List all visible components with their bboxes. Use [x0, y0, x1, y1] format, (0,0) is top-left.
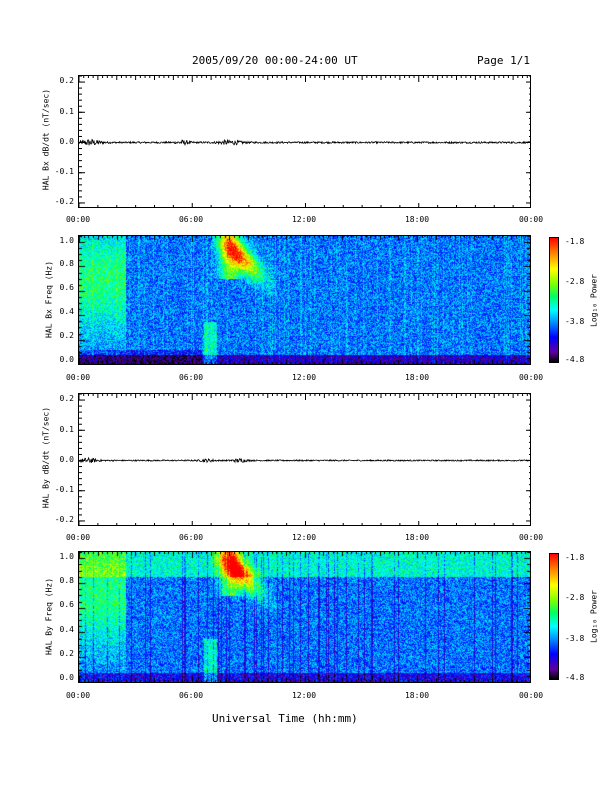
bx-freq-xtick: 00:00 — [518, 373, 544, 382]
by-freq-ytick: 0.0 — [59, 673, 74, 682]
bx-colorbar-tick: -3.8 — [565, 317, 585, 326]
bx-spectrogram — [78, 235, 531, 365]
by-freq-xtick: 00:00 — [65, 691, 91, 700]
bx-dbdt-svg — [79, 76, 530, 207]
x-axis-label: Universal Time (hh:mm) — [212, 712, 358, 725]
bx-ytick: -0.2 — [54, 197, 74, 206]
by-freq-ytick: 0.8 — [59, 576, 74, 585]
by-ytick: -0.1 — [54, 485, 74, 494]
bx-freq-ytick: 0.6 — [59, 283, 74, 292]
by-freq-ytick: 0.6 — [59, 600, 74, 609]
bx-spectrogram-canvas — [79, 236, 530, 364]
by-xtick: 18:00 — [404, 533, 430, 542]
bx-colorbar-tick: -1.8 — [565, 237, 585, 246]
bx-ytick: 0.2 — [59, 76, 74, 85]
by-freq-xtick: 06:00 — [178, 691, 204, 700]
bx-xtick: 12:00 — [291, 215, 317, 224]
bx-xtick: 00:00 — [518, 215, 544, 224]
bx-freq-ytick: 0.4 — [59, 307, 74, 316]
bx-colorbar-title: Log₁₀ Power — [589, 274, 599, 327]
by-colorbar — [549, 553, 559, 680]
bx-freq-ytick: 0.8 — [59, 259, 74, 268]
by-colorbar-tick: -2.8 — [565, 593, 585, 602]
bx-xtick: 00:00 — [65, 215, 91, 224]
bx-ytick: 0.1 — [59, 107, 74, 116]
by-freq-ytick: 0.2 — [59, 649, 74, 658]
page-title: 2005/09/20 00:00-24:00 UT — [192, 54, 358, 67]
by-ytick: 0.2 — [59, 394, 74, 403]
by-ytick: 0.1 — [59, 425, 74, 434]
by-xtick: 00:00 — [518, 533, 544, 542]
bx-ytick: 0.0 — [59, 137, 74, 146]
bx-freq-ytick: 0.2 — [59, 331, 74, 340]
bx-xtick: 18:00 — [404, 215, 430, 224]
by-ytick: -0.2 — [54, 515, 74, 524]
by-freq-ytick: 1.0 — [59, 552, 74, 561]
by-dbdt-plot — [78, 393, 531, 526]
bx-xtick: 06:00 — [178, 215, 204, 224]
by-xtick: 06:00 — [178, 533, 204, 542]
page-number: Page 1/1 — [477, 54, 530, 67]
by-xtick: 00:00 — [65, 533, 91, 542]
bx-freq-ytick: 1.0 — [59, 236, 74, 245]
bx-freq-xtick: 18:00 — [404, 373, 430, 382]
bx-freq-ytick: 0.0 — [59, 355, 74, 364]
bx-colorbar — [549, 237, 559, 363]
dbdt-trace-line — [79, 456, 530, 464]
by-ytick: 0.0 — [59, 455, 74, 464]
bx-freq-xtick: 00:00 — [65, 373, 91, 382]
by-freq-xtick: 12:00 — [291, 691, 317, 700]
bx-dbdt-plot — [78, 75, 531, 208]
by-freq-xtick: 00:00 — [518, 691, 544, 700]
by-freq-ytick: 0.4 — [59, 625, 74, 634]
dbdt-trace-line — [79, 138, 530, 146]
bx-ytick: -0.1 — [54, 167, 74, 176]
by-freq-xtick: 18:00 — [404, 691, 430, 700]
bx-colorbar-tick: -4.8 — [565, 355, 585, 364]
bx-freq-xtick: 12:00 — [291, 373, 317, 382]
bx-colorbar-tick: -2.8 — [565, 277, 585, 286]
by-dbdt-svg — [79, 394, 530, 525]
by-colorbar-title: Log₁₀ Power — [589, 590, 599, 643]
by-colorbar-tick: -1.8 — [565, 553, 585, 562]
by-xtick: 12:00 — [291, 533, 317, 542]
by-spectrogram-canvas — [79, 552, 530, 682]
by-colorbar-tick: -3.8 — [565, 634, 585, 643]
by-spectrogram — [78, 551, 531, 683]
bx-freq-xtick: 06:00 — [178, 373, 204, 382]
by-colorbar-tick: -4.8 — [565, 673, 585, 682]
